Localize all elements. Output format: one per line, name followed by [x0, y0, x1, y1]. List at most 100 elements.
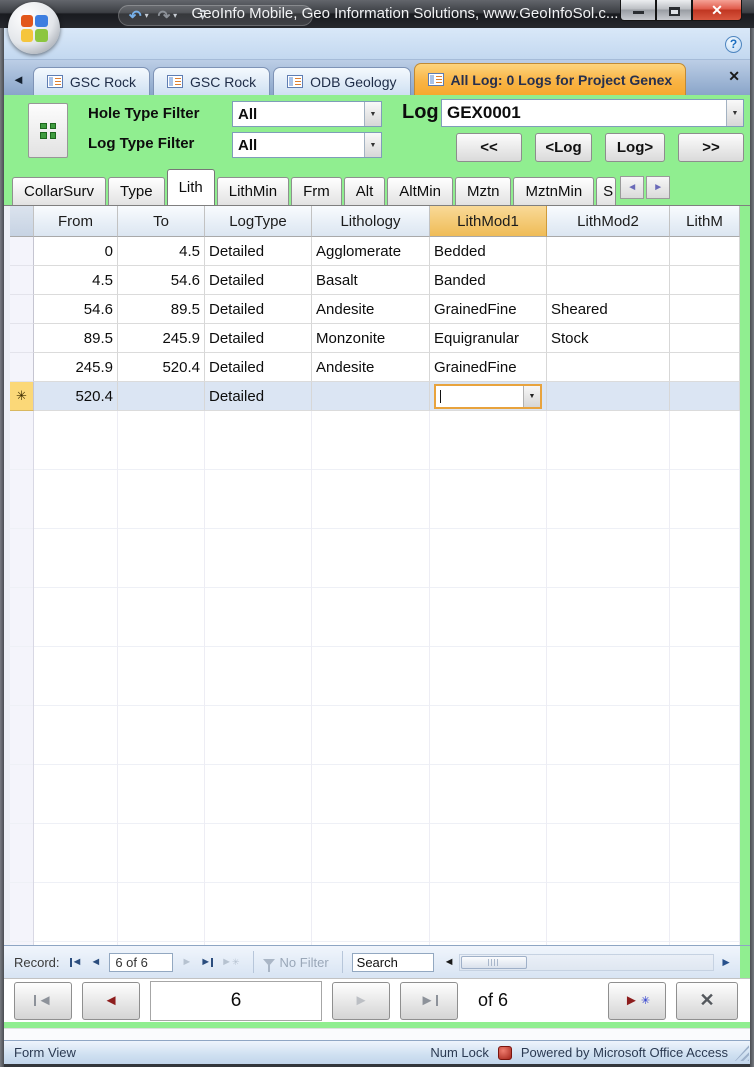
cell-logtype[interactable]: Detailed	[205, 353, 312, 382]
cell-lithology[interactable]: Monzonite	[312, 324, 430, 353]
first-record-icon[interactable]: ◄	[69, 956, 83, 968]
close-form-button[interactable]: ✕	[676, 981, 738, 1020]
cell-lithology[interactable]: Basalt	[312, 266, 430, 295]
row-selector[interactable]	[10, 295, 34, 324]
tab-all-log-active[interactable]: All Log: 0 Logs for Project Genex	[413, 63, 687, 95]
maximize-button[interactable]	[656, 0, 692, 21]
tab-mztn[interactable]: Mztn	[454, 177, 512, 205]
cell-logtype[interactable]: Detailed	[205, 295, 312, 324]
column-header-lithmod2[interactable]: LithMod2	[547, 206, 670, 237]
grid-tool-button[interactable]	[28, 103, 68, 158]
cell-lithology[interactable]: Andesite	[312, 295, 430, 324]
dropdown-arrow-icon[interactable]: ▼	[726, 100, 743, 126]
current-record-field[interactable]: 6	[150, 980, 322, 1021]
prev-log-button[interactable]: <Log	[535, 133, 592, 162]
cell-lithmod3[interactable]	[670, 295, 740, 324]
undo-dropdown-icon[interactable]: ▾	[144, 11, 149, 20]
cell-lithmod2[interactable]: Sheared	[547, 295, 670, 324]
new-record-selector[interactable]: ✳	[10, 382, 34, 411]
next-record-button-disabled[interactable]: ►	[332, 981, 390, 1020]
log-select[interactable]: GEX0001 ▼	[441, 99, 744, 127]
last-log-button[interactable]: >>	[678, 133, 744, 162]
help-icon[interactable]: ?	[725, 36, 742, 53]
tab-s-clipped[interactable]: S	[596, 177, 617, 205]
scroll-right-icon[interactable]: ►	[720, 955, 732, 969]
cell-lithology[interactable]	[312, 382, 430, 411]
close-tab-icon[interactable]: ✕	[728, 68, 740, 84]
previous-record-button[interactable]: ◄	[82, 981, 140, 1020]
tab-scroll-left-icon[interactable]: ◄	[12, 72, 25, 87]
cell-from[interactable]: 4.5	[34, 266, 118, 295]
first-record-button[interactable]: ◄	[14, 981, 72, 1020]
tab-collarsurv[interactable]: CollarSurv	[12, 177, 107, 205]
minimize-button[interactable]	[620, 0, 656, 21]
tab-lith[interactable]: Lith	[166, 169, 215, 205]
search-input[interactable]	[351, 952, 434, 972]
scrollbar-thumb[interactable]	[460, 955, 527, 969]
cell-from[interactable]: 520.4	[34, 382, 118, 411]
redo-icon[interactable]: ↷	[157, 7, 171, 25]
lithmod1-combo[interactable]: ▼	[434, 383, 542, 409]
column-header-to[interactable]: To	[118, 206, 205, 237]
cell-lithmod1[interactable]: GrainedFine	[430, 353, 547, 382]
cell-from[interactable]: 245.9	[34, 353, 118, 382]
hole-type-filter-select[interactable]: All ▼	[232, 101, 382, 127]
cell-lithology[interactable]: Agglomerate	[312, 237, 430, 266]
cell-from[interactable]: 0	[34, 237, 118, 266]
cell-lithmod1[interactable]: Equigranular	[430, 324, 547, 353]
cell-lithmod3[interactable]	[670, 324, 740, 353]
redo-dropdown-icon[interactable]: ▾	[173, 11, 178, 20]
cell-lithmod3[interactable]	[670, 266, 740, 295]
cell-lithmod1[interactable]: Bedded	[430, 237, 547, 266]
cell-lithmod3[interactable]	[670, 237, 740, 266]
cell-lithmod3[interactable]	[670, 382, 740, 411]
select-all-cell[interactable]	[10, 206, 34, 237]
scrollbar-track[interactable]	[458, 953, 715, 971]
row-selector[interactable]	[10, 266, 34, 295]
cell-lithmod1[interactable]: Banded	[430, 266, 547, 295]
cell-logtype[interactable]: Detailed	[205, 266, 312, 295]
first-log-button[interactable]: <<	[456, 133, 522, 162]
next-record-icon-disabled[interactable]: ►	[181, 956, 193, 968]
cell-lithmod2[interactable]	[547, 266, 670, 295]
tab-type[interactable]: Type	[108, 177, 165, 205]
row-selector[interactable]	[10, 237, 34, 266]
cell-lithmod2[interactable]	[547, 237, 670, 266]
last-record-button[interactable]: ►	[400, 981, 458, 1020]
no-filter-indicator[interactable]: No Filter	[279, 954, 329, 970]
cell-logtype[interactable]: Detailed	[205, 237, 312, 266]
cell-logtype[interactable]: Detailed	[205, 382, 312, 411]
tab-alt[interactable]: Alt	[343, 177, 386, 205]
column-header-lithology[interactable]: Lithology	[312, 206, 430, 237]
last-record-icon[interactable]: ►	[200, 956, 214, 968]
new-record-icon-disabled[interactable]: ► ✳	[221, 956, 240, 968]
office-button[interactable]	[8, 2, 60, 54]
scroll-left-icon[interactable]: ◄	[443, 956, 455, 968]
tab-mztnmin[interactable]: MztnMin	[513, 177, 595, 205]
cell-logtype[interactable]: Detailed	[205, 324, 312, 353]
new-record-button[interactable]: ► ✳	[608, 981, 666, 1020]
next-log-button[interactable]: Log>	[605, 133, 665, 162]
column-header-lithmod1-selected[interactable]: LithMod1	[430, 206, 547, 237]
close-button[interactable]: ✕	[692, 0, 742, 21]
cell-to[interactable]: 4.5	[118, 237, 205, 266]
tab-gsc-rock-2[interactable]: GSC Rock	[153, 67, 271, 95]
cell-to[interactable]: 89.5	[118, 295, 205, 324]
dropdown-arrow-icon[interactable]: ▼	[364, 133, 381, 157]
row-selector[interactable]	[10, 353, 34, 382]
cell-lithology[interactable]: Andesite	[312, 353, 430, 382]
column-header-from[interactable]: From	[34, 206, 118, 237]
cell-lithmod2[interactable]	[547, 382, 670, 411]
tab-altmin[interactable]: AltMin	[387, 177, 453, 205]
column-header-logtype[interactable]: LogType	[205, 206, 312, 237]
dropdown-arrow-icon[interactable]: ▼	[523, 385, 540, 407]
tab-odb-geology[interactable]: ODB Geology	[273, 67, 411, 95]
undo-icon[interactable]: ↶	[129, 7, 142, 25]
row-selector[interactable]	[10, 324, 34, 353]
tab-lithmin[interactable]: LithMin	[216, 177, 290, 205]
cell-lithmod1[interactable]: GrainedFine	[430, 295, 547, 324]
cell-from[interactable]: 89.5	[34, 324, 118, 353]
tab-frm[interactable]: Frm	[291, 177, 342, 205]
cell-to[interactable]: 520.4	[118, 353, 205, 382]
customize-toolbar-icon[interactable]: ▾	[200, 10, 205, 22]
